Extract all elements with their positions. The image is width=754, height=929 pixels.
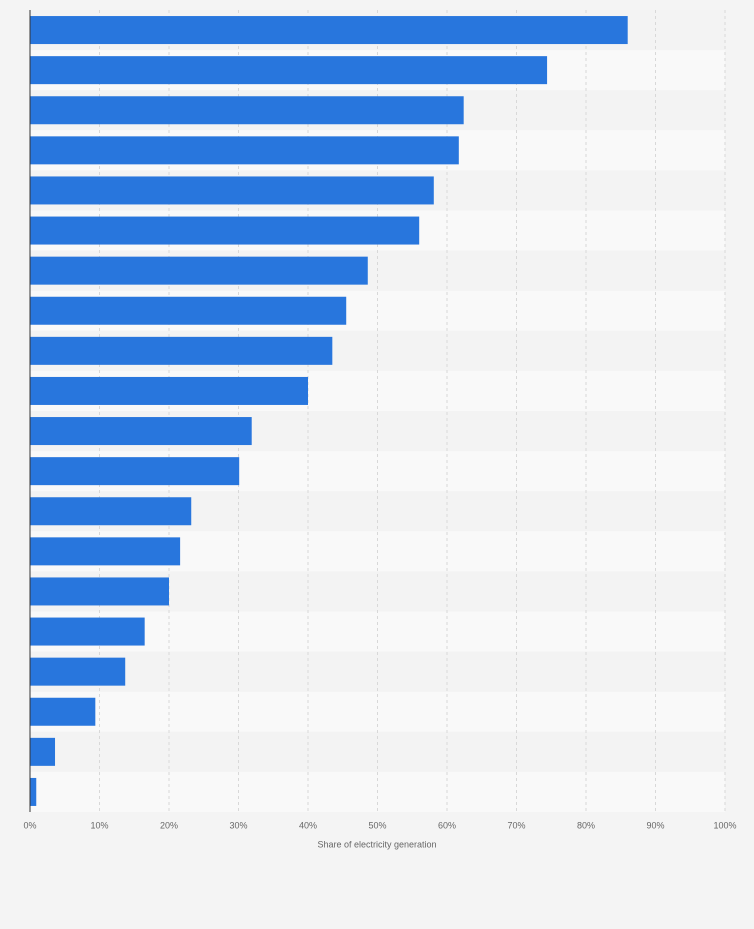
x-tick-label: 50%	[368, 820, 386, 830]
x-tick-label: 30%	[229, 820, 247, 830]
bar	[30, 737, 56, 766]
bar	[30, 136, 459, 165]
x-tick-label: 80%	[577, 820, 595, 830]
x-tick-label: 60%	[438, 820, 456, 830]
bar	[30, 417, 252, 446]
bar	[30, 256, 368, 285]
bar	[30, 457, 240, 486]
bar	[30, 697, 96, 726]
bar	[30, 376, 308, 405]
bar	[30, 537, 181, 566]
bar	[30, 617, 145, 646]
x-tick-label: 40%	[299, 820, 317, 830]
x-tick-label: 20%	[160, 820, 178, 830]
x-tick-label: 90%	[646, 820, 664, 830]
bar	[30, 336, 333, 365]
x-tick-label: 70%	[507, 820, 525, 830]
bar	[30, 216, 420, 245]
bar	[30, 497, 192, 526]
x-tick-label: 0%	[23, 820, 36, 830]
bar	[30, 296, 347, 325]
x-tick-label: 10%	[90, 820, 108, 830]
x-axis-label: Share of electricity generation	[317, 839, 436, 849]
bar	[30, 56, 548, 85]
bar	[30, 577, 169, 606]
bar	[30, 96, 464, 125]
bar	[30, 777, 37, 806]
bar	[30, 176, 434, 205]
bar	[30, 16, 628, 45]
x-tick-label: 100%	[713, 820, 736, 830]
bar	[30, 657, 126, 686]
